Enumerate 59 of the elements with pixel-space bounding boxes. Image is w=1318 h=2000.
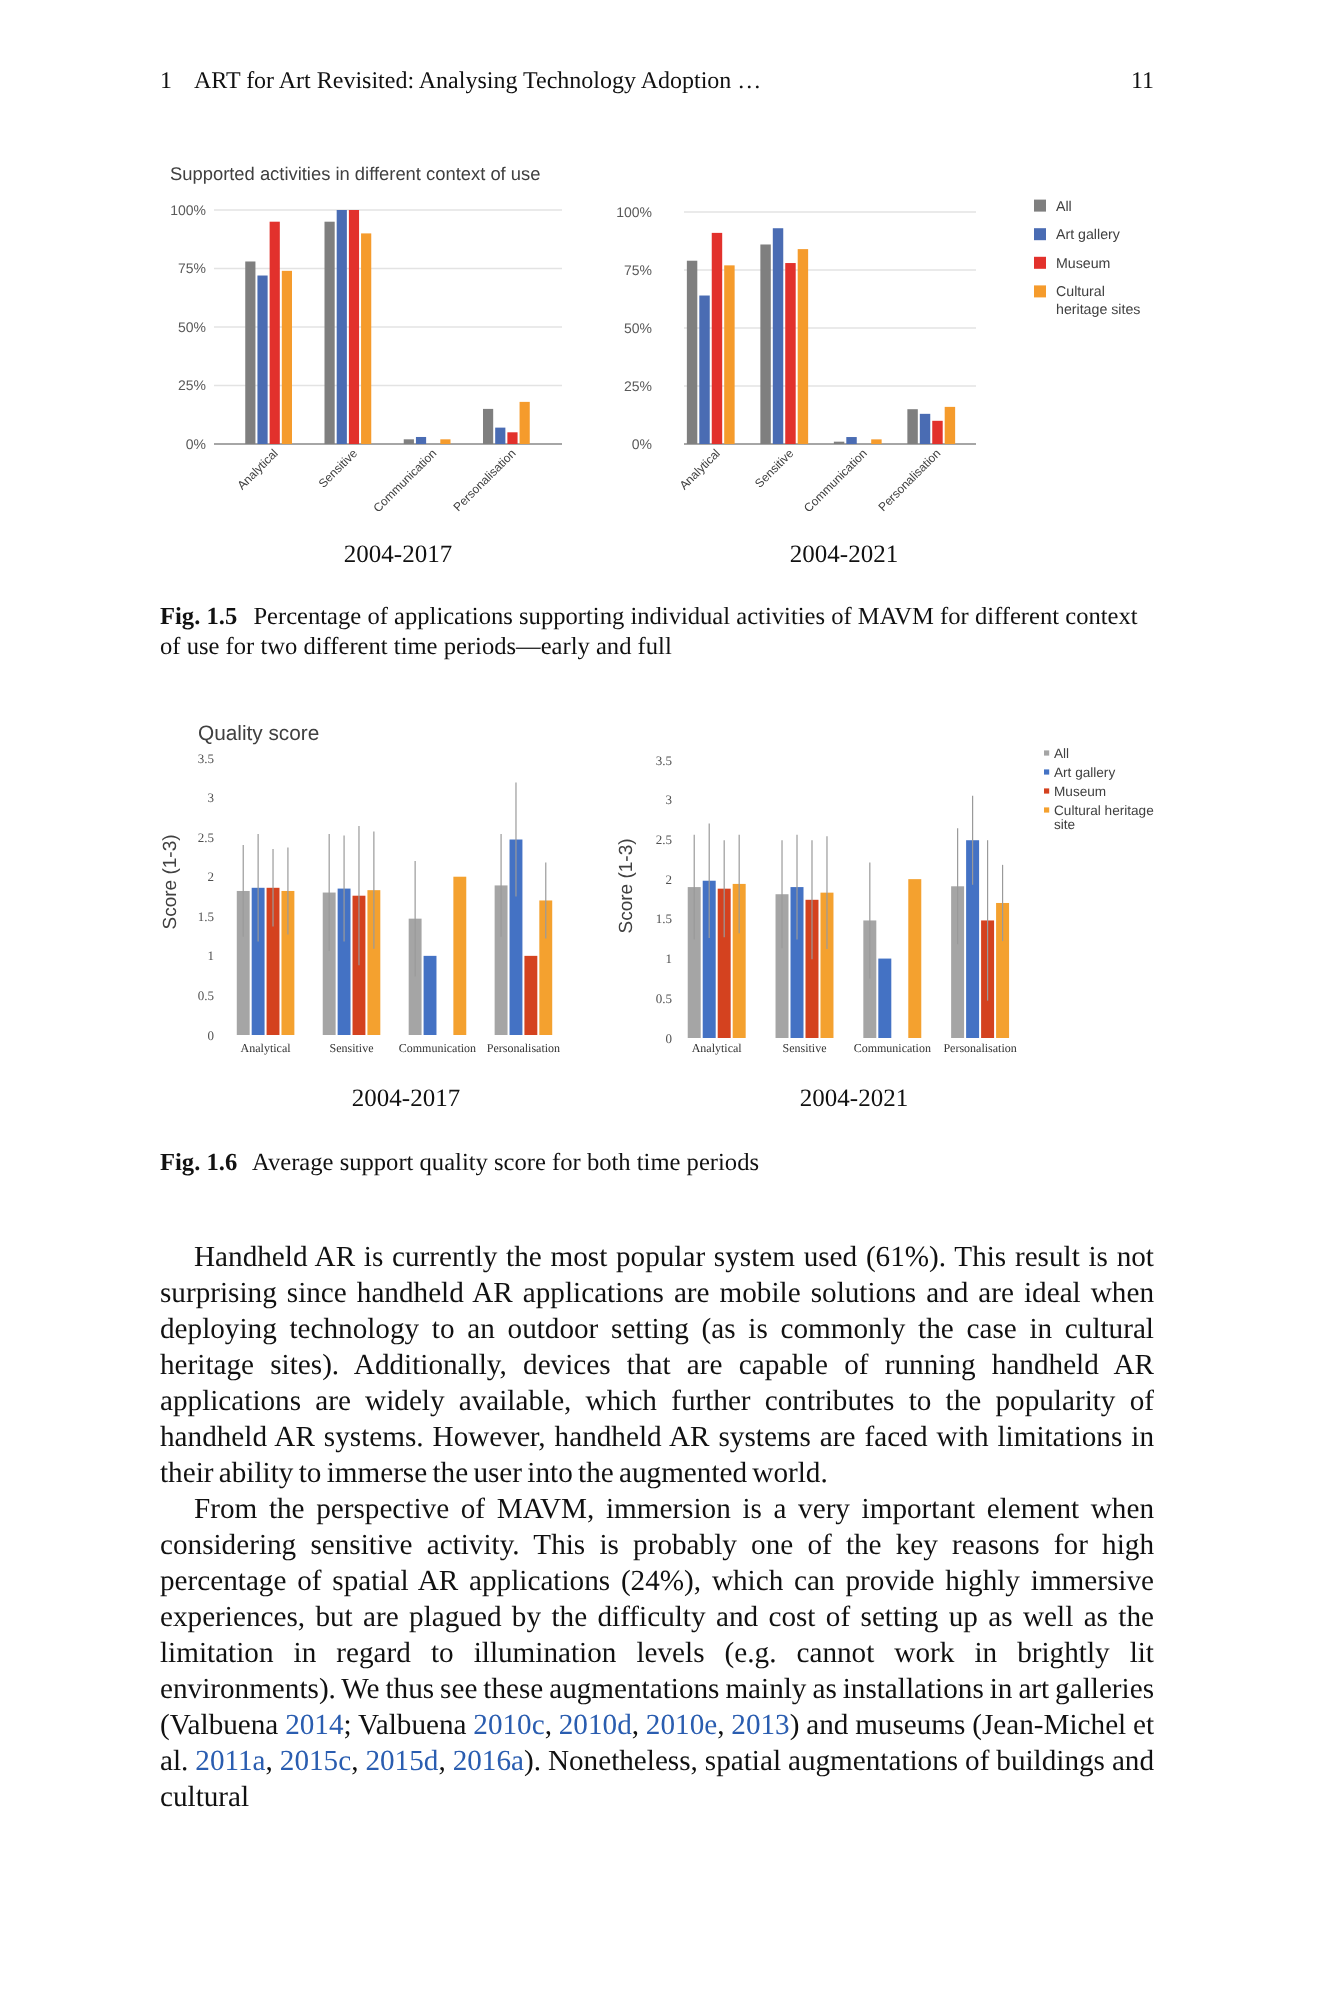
y-axis-title: Score (1-3): [616, 838, 638, 934]
bar: [539, 900, 553, 1035]
bar: [724, 265, 735, 444]
bar: [257, 275, 268, 444]
bar: [507, 432, 518, 444]
bar: [996, 902, 1010, 1038]
x-axis-title: 2004-2021: [799, 1084, 909, 1112]
bar: [797, 249, 809, 444]
bar: [699, 295, 710, 444]
bar: [453, 876, 467, 1035]
caption: Fig. 1.5 Percentage of applications supporting individual activities of MAVM for different context of use for two different time periods—early and full: [160, 602, 1138, 659]
bar: [820, 892, 834, 1038]
bar: [361, 233, 372, 444]
bar: [281, 890, 295, 1035]
bar: [251, 887, 265, 1035]
text: 11: [1130, 66, 1154, 94]
bar: [686, 260, 698, 444]
bar: [245, 261, 256, 444]
bar: [944, 406, 956, 444]
bar: [878, 958, 892, 1038]
bar: [732, 883, 746, 1038]
bar: [423, 955, 437, 1035]
bar: [367, 890, 381, 1035]
bar: [966, 840, 980, 1038]
bar: [324, 221, 335, 444]
bar: [519, 401, 530, 444]
bar: [790, 887, 804, 1038]
text: ART for Art Revisited: Analysing Technology Adoption …: [194, 66, 762, 94]
bar: [348, 210, 360, 444]
bar: [281, 270, 292, 444]
bar: [495, 427, 506, 444]
bar: [524, 955, 538, 1035]
y-axis-title: Score (1-3): [160, 834, 182, 930]
bar: [483, 408, 494, 444]
x-axis-title: 2004-2021: [789, 540, 899, 568]
bar: [337, 888, 351, 1035]
bar: [981, 920, 995, 1038]
chart-title: Supported activities in different context of use: [170, 164, 541, 184]
text: Handheld AR is currently the most popular system used (61%). This result is not surprising since handheld AR applications are mobile solutions and are ideal when deploying technology to an outdoor setting (as is commonly the case in cultural heritage sites). Additionally, devices that are capable of running handheld AR applications are widely available, which further contributes to the popularity of handheld AR systems. However, handheld AR systems are faced with limitations in their ability to immerse the user into the augmented world.: [160, 1242, 1154, 1490]
text: From the perspective of MAVM, immersion is a very important element when considering sensitive activity. This is probably one of the key reasons for high percentage of spatial AR applications (24%), which can provide highly immersive experiences, but are plagued by the difficulty and cost of setting up as well as the limitation in regard to illumination levels (e.g. cannot work in brightly lit environments). We thus see these augmentations mainly as installations in art galleries (Valbuena 2014; Valbuena 2010c, 2010d, 2010e, 2013) and museums (Jean-Michel et al. 2011a, 2015c, 2015d, 2016a). Nonetheless, spatial augmentations of buildings and cultural: [160, 1494, 1155, 1814]
chart-title: Quality score: [198, 724, 320, 746]
bar: [932, 420, 943, 444]
caption: Fig. 1.6 Average support quality score for both time periods: [160, 1148, 760, 1176]
bar: [269, 221, 280, 444]
bar: [908, 879, 922, 1038]
x-axis-title: 2004-2017: [351, 1084, 461, 1112]
bar: [907, 409, 918, 444]
bar: [336, 210, 347, 444]
bar: [415, 436, 427, 444]
bar: [846, 437, 857, 444]
bar: [772, 228, 784, 444]
bar: [702, 880, 716, 1038]
x-axis-title: 2004-2017: [343, 540, 453, 568]
bar: [919, 413, 931, 444]
bar: [785, 263, 796, 444]
text: 1: [160, 66, 172, 94]
bar: [760, 244, 771, 444]
bar: [717, 888, 731, 1038]
bar: [711, 232, 723, 444]
